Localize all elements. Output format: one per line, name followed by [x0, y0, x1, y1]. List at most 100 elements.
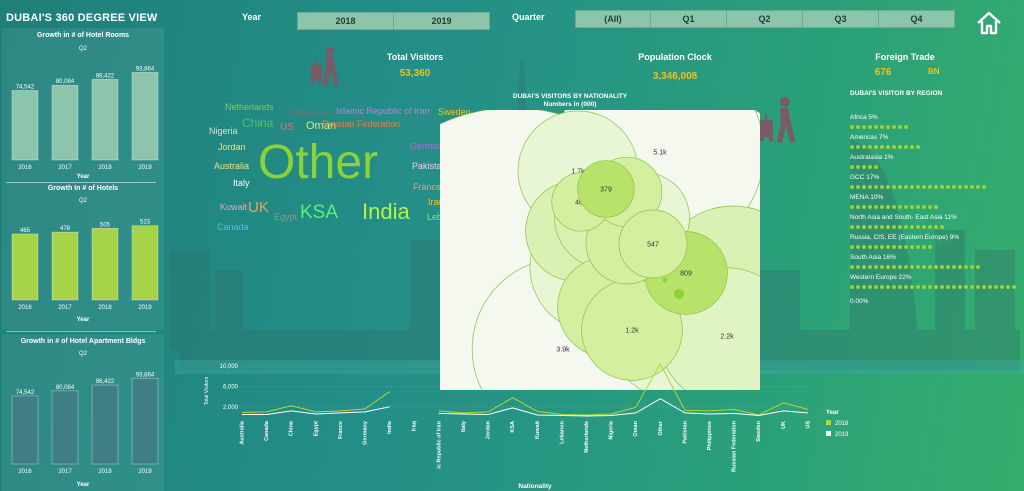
x-tick-label: Russian Federation — [732, 420, 738, 472]
word-cloud-term[interactable]: Philippines — [290, 108, 334, 118]
x-tick-label: France — [338, 421, 344, 439]
legend-label[interactable]: 2019 — [835, 432, 849, 438]
bar[interactable] — [51, 390, 79, 465]
word-cloud-term[interactable]: Australia — [214, 161, 250, 171]
x-tick-label: Jordan — [486, 420, 492, 439]
x-tick-label: Netherlands — [584, 421, 590, 453]
word-cloud-term[interactable]: US — [280, 122, 294, 133]
bubble[interactable] — [618, 209, 688, 279]
legend-swatch[interactable] — [826, 420, 831, 425]
quarter-option-q1[interactable]: Q1 — [651, 10, 727, 28]
bar-value-label: 86,422 — [96, 73, 115, 79]
bar[interactable] — [91, 227, 119, 301]
bar[interactable] — [131, 225, 159, 301]
region-progress-dots — [850, 265, 980, 269]
word-cloud-term[interactable]: Germany — [410, 141, 448, 151]
legend-label[interactable]: 2018 — [835, 421, 849, 427]
word-cloud-term[interactable]: Kuwait — [220, 202, 248, 212]
x-tick-label: Italy — [461, 420, 467, 432]
series-line-2019[interactable] — [242, 398, 809, 417]
bar-value-label: 80,084 — [56, 79, 75, 85]
bubble-label: 3.9k — [556, 347, 570, 354]
word-cloud-term[interactable]: Pakistan — [412, 161, 447, 171]
x-tick-label: KSA — [510, 421, 516, 433]
x-tick-label: 2017 — [58, 469, 72, 475]
year-slicer: 2018 2019 — [297, 12, 490, 30]
region-progress-dots — [850, 165, 878, 169]
visitors-bubble-chart: 14k6.8k5.1k3.9k3.0k2.8k2.4k2.2k2.0k1.7k1… — [440, 110, 760, 390]
bar[interactable] — [51, 84, 79, 161]
word-cloud-term[interactable]: Islamic Republic of Iran — [336, 106, 430, 116]
bar[interactable] — [11, 233, 39, 301]
word-cloud-term[interactable]: India — [362, 199, 410, 224]
bar[interactable] — [11, 90, 39, 161]
panel-divider — [6, 331, 156, 332]
bubble[interactable] — [577, 160, 635, 218]
bubble-label: 1.7k — [571, 169, 585, 176]
traveler-icon — [311, 47, 339, 86]
word-cloud-term[interactable]: Netherlands — [225, 102, 274, 112]
bubble-dot — [674, 289, 684, 299]
x-tick-label: 2019 — [138, 305, 152, 311]
year-option-2018[interactable]: 2018 — [297, 12, 394, 30]
region-item-label: North Asia and South- East Asia 11% — [850, 214, 957, 221]
panel-title: Growth in # of Hotel Apartment Bldgs — [20, 338, 146, 345]
quarter-slicer: (All) Q1 Q2 Q3 Q4 — [575, 10, 955, 28]
series-line-2018[interactable] — [241, 363, 809, 416]
x-tick-label: 2016 — [18, 469, 32, 475]
bar-value-label: 478 — [60, 226, 71, 232]
bar[interactable] — [51, 231, 79, 301]
nationality-word-cloud: Netherlands Philippines Islamic Republic o… — [200, 95, 490, 245]
foreign-trade-unit: BN — [928, 67, 940, 76]
word-cloud-term[interactable]: UK — [248, 199, 269, 216]
x-tick-label: India — [387, 420, 393, 434]
x-tick-label: Lebanon — [559, 420, 565, 444]
legend-swatch[interactable] — [826, 431, 831, 436]
region-progress-dots — [850, 185, 986, 189]
x-tick-label: Australia — [239, 420, 245, 444]
quarter-option-all[interactable]: (All) — [575, 10, 651, 28]
quarter-option-q2[interactable]: Q2 — [727, 10, 803, 28]
word-cloud-term[interactable]: Canada — [217, 222, 249, 232]
bar[interactable] — [131, 377, 159, 465]
region-progress-dots — [850, 225, 944, 229]
y-tick-label: 6,000 — [223, 384, 239, 390]
bar[interactable] — [131, 72, 159, 161]
word-cloud-term[interactable]: China — [242, 116, 274, 130]
x-tick-label: Nigeria — [609, 420, 615, 440]
quarter-option-q4[interactable]: Q4 — [879, 10, 955, 28]
bar[interactable] — [91, 384, 119, 465]
x-tick-label: 2018 — [98, 165, 112, 171]
word-cloud-term[interactable]: Jordan — [218, 142, 246, 152]
word-cloud-term[interactable]: Italy — [233, 178, 250, 188]
x-axis-label: Nationality — [518, 483, 552, 490]
y-tick-label: 2,000 — [223, 405, 239, 411]
word-cloud-term[interactable]: Russian Federation — [322, 119, 401, 129]
y-tick-label: 10,000 — [220, 364, 239, 370]
x-tick-label: Egypt — [313, 421, 319, 436]
word-cloud-term[interactable]: Egypt — [274, 212, 298, 222]
word-cloud-term[interactable]: Sweden — [438, 107, 471, 117]
home-icon[interactable] — [976, 10, 1002, 36]
quarter-option-q3[interactable]: Q3 — [803, 10, 879, 28]
x-tick-label: Philippines — [707, 421, 713, 450]
bar[interactable] — [11, 395, 39, 465]
x-tick-label: US — [805, 421, 811, 429]
bar[interactable] — [91, 79, 119, 161]
word-cloud-term[interactable]: Other — [258, 136, 379, 189]
region-progress-dots — [850, 285, 1016, 289]
bubble-chart-subtitle: Numbers In (000) — [543, 101, 597, 108]
bubble-label: 2.2k — [720, 334, 734, 341]
year-option-2019[interactable]: 2019 — [394, 12, 490, 30]
word-cloud-term[interactable]: KSA — [300, 202, 339, 223]
word-cloud-term[interactable]: Oman — [306, 120, 336, 132]
legend-title: Year — [826, 410, 839, 416]
total-visitors-value: 53,360 — [399, 68, 431, 79]
word-cloud-term[interactable]: France — [413, 182, 442, 192]
region-list-title: DUBAI'S VISITOR BY REGION — [850, 90, 943, 97]
x-tick-label: 2017 — [58, 305, 72, 311]
x-tick-label: 2017 — [58, 165, 72, 171]
word-cloud-term[interactable]: Nigeria — [209, 126, 238, 136]
word-cloud-term[interactable]: Iraq — [428, 197, 444, 207]
hotels-bar-chart: 465 2016 478 2017 505 2018 523 2019 Year — [11, 220, 159, 323]
